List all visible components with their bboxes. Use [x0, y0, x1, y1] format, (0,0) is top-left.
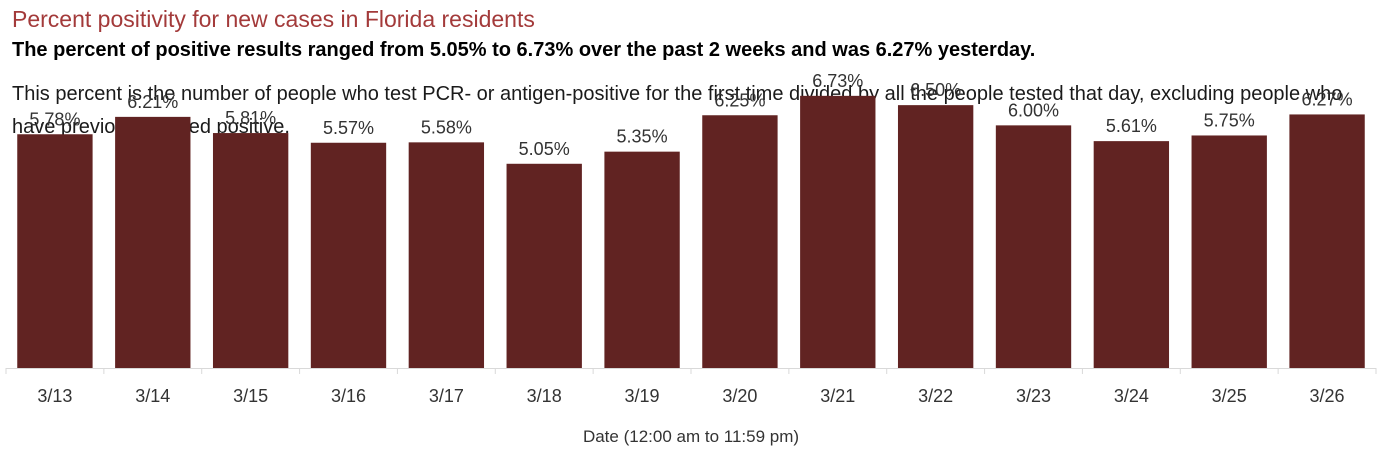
x-tick-label: 3/14	[135, 386, 170, 406]
bars-layer	[17, 95, 1365, 369]
x-tick-label: 3/15	[233, 386, 268, 406]
bar-3-20	[702, 115, 778, 368]
data-label: 5.35%	[617, 127, 668, 147]
data-label: 5.75%	[1204, 110, 1255, 130]
bar-3-22	[897, 105, 974, 368]
chart-title: Percent positivity for new cases in Flor…	[12, 6, 535, 32]
bar-3-25	[1191, 135, 1267, 368]
x-tick-label: 3/21	[820, 386, 855, 406]
data-label: 5.05%	[519, 139, 570, 159]
data-label: 5.61%	[1106, 116, 1157, 136]
x-tick-labels-layer: 3/13 3/14 3/15 3/16 3/17 3/18 3/19 3/20 3/21 3/22…	[37, 386, 1344, 406]
x-tick-label: 3/19	[625, 386, 660, 406]
x-tick-label: 3/13	[37, 386, 72, 406]
data-label: 5.58%	[421, 117, 472, 137]
data-label: 5.78%	[29, 109, 80, 129]
data-labels-layer: 5.78% 6.21% 5.81% 5.57% 5.58% 5.05% 5.35% 6.25%…	[29, 71, 1352, 159]
x-tick-label: 3/24	[1114, 386, 1149, 406]
x-ticks-layer	[5, 368, 1377, 374]
bar-3-24	[1093, 141, 1170, 368]
data-label: 6.50%	[910, 80, 961, 100]
data-label: 6.21%	[127, 92, 178, 112]
x-tick-label: 3/26	[1310, 386, 1345, 406]
bar-3-18	[506, 163, 582, 368]
bar-3-21	[800, 95, 876, 368]
bar-3-26	[1289, 114, 1365, 368]
data-label: 6.27%	[1302, 89, 1353, 109]
x-tick-label: 3/20	[722, 386, 757, 406]
x-tick-label: 3/23	[1016, 386, 1051, 406]
bar-3-16	[310, 142, 387, 368]
x-tick-label: 3/16	[331, 386, 366, 406]
bar-3-13	[17, 134, 93, 368]
x-tick-label: 3/25	[1212, 386, 1247, 406]
data-label: 6.73%	[812, 71, 863, 91]
x-tick-label: 3/22	[918, 386, 953, 406]
bar-3-23	[995, 125, 1072, 368]
chart-subtitle: The percent of positive results ranged f…	[12, 39, 1036, 61]
data-label: 6.25%	[714, 90, 765, 110]
bar-3-15	[212, 133, 289, 368]
data-label: 5.81%	[225, 108, 276, 128]
bar-3-14	[115, 116, 191, 369]
x-axis-title: Date (12:00 am to 11:59 pm)	[583, 427, 799, 446]
x-tick-label: 3/18	[527, 386, 562, 406]
data-label: 6.00%	[1008, 100, 1059, 120]
x-tick-label: 3/17	[429, 386, 464, 406]
bar-3-19	[604, 151, 680, 368]
data-label: 5.57%	[323, 118, 374, 138]
bar-3-17	[408, 142, 485, 368]
